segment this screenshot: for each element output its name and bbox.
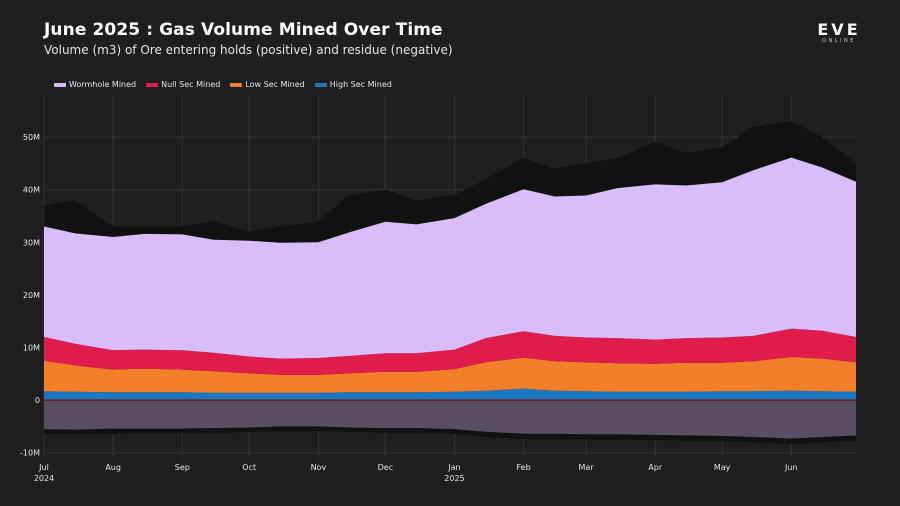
x-tick-sublabel: 2025: [444, 474, 464, 483]
x-tick-label: Jul: [38, 463, 49, 472]
legend-label-null-sec: Null Sec Mined: [161, 80, 221, 89]
logo-sub-text: ONLINE: [822, 38, 856, 44]
eve-online-logo: EVE ONLINE: [812, 20, 866, 45]
y-tick-label: -10M: [20, 449, 40, 458]
chart-title: June 2025 : Gas Volume Mined Over Time: [44, 20, 443, 40]
legend-swatch-low-sec: [230, 82, 243, 87]
x-tick-label: Jun: [784, 463, 798, 472]
x-tick-label: Dec: [378, 463, 393, 472]
residue-area[interactable]: [44, 400, 856, 439]
series-area-null-sec[interactable]: [44, 328, 856, 375]
legend-label-wormhole: Wormhole Mined: [69, 80, 137, 89]
legend-item-wormhole[interactable]: Wormhole Mined: [54, 80, 136, 89]
x-tick-label: Oct: [242, 463, 256, 472]
chart-areas[interactable]: [44, 121, 856, 445]
legend-item-low-sec[interactable]: Low Sec Mined: [230, 80, 305, 89]
x-tick-label: Apr: [648, 463, 663, 472]
legend-item-high-sec[interactable]: High Sec Mined: [314, 80, 392, 89]
y-tick-label: 30M: [23, 238, 40, 247]
legend-label-high-sec: High Sec Mined: [329, 80, 392, 89]
chart-subtitle: Volume (m3) of Ore entering holds (posit…: [44, 43, 453, 57]
x-tick-label: Feb: [517, 463, 531, 472]
x-tick-sublabel: 2024: [34, 474, 54, 483]
x-tick-label: Aug: [105, 463, 121, 472]
legend-swatch-null-sec: [146, 82, 159, 87]
chart-axes: -10M 0 10M 20M 30M 40M 50M Jul 2024 Aug Sep Oct Nov D…: [20, 133, 798, 483]
series-area-high-sec[interactable]: [44, 388, 856, 401]
y-tick-label: 10M: [23, 344, 40, 353]
y-tick-label: 50M: [23, 133, 40, 142]
x-tick-label: May: [714, 463, 731, 472]
legend-item-null-sec[interactable]: Null Sec Mined: [146, 80, 220, 89]
y-tick-label: 0: [35, 396, 40, 405]
x-tick-label: Jan: [447, 463, 460, 472]
x-tick-label: Sep: [175, 463, 190, 472]
logo-main-text: EVE: [817, 20, 861, 39]
legend-swatch-high-sec: [314, 82, 327, 87]
y-tick-label: 40M: [23, 186, 40, 195]
x-tick-label: Nov: [311, 463, 327, 472]
series-area-low-sec[interactable]: [44, 357, 856, 393]
legend-label-low-sec: Low Sec Mined: [245, 80, 305, 89]
series-area-wormhole[interactable]: [44, 157, 856, 359]
legend-swatch-wormhole: [54, 82, 66, 87]
x-tick-label: Mar: [579, 463, 595, 472]
chart-legend[interactable]: Wormhole Mined Null Sec Mined Low Sec Mi…: [54, 80, 392, 89]
y-tick-label: 20M: [23, 291, 40, 300]
